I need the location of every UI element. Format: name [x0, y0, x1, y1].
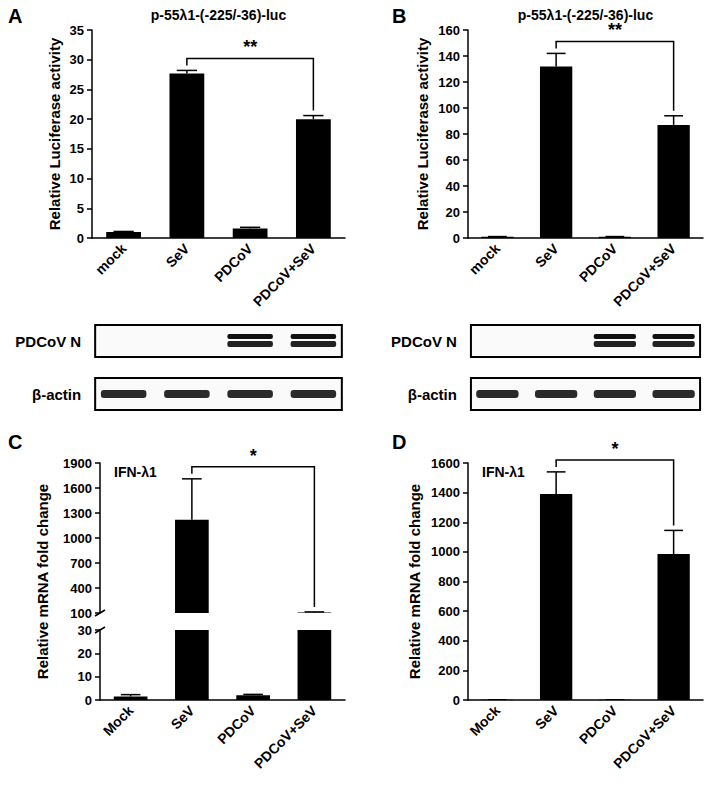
svg-text:1200: 1200 [431, 515, 460, 530]
svg-text:PDCoV+SeV: PDCoV+SeV [250, 240, 320, 310]
svg-text:A: A [8, 5, 22, 27]
svg-text:Relative mRNA fold change: Relative mRNA fold change [406, 484, 423, 679]
svg-text:100: 100 [438, 101, 460, 116]
svg-text:40: 40 [446, 179, 460, 194]
svg-text:700: 700 [70, 556, 92, 571]
svg-text:1000: 1000 [63, 531, 92, 546]
svg-text:SeV: SeV [168, 702, 198, 732]
svg-text:PDCoV+SeV: PDCoV+SeV [610, 702, 680, 772]
svg-text:20: 20 [70, 112, 84, 127]
svg-text:mock: mock [466, 240, 503, 277]
svg-text:60: 60 [446, 153, 460, 168]
svg-text:Mock: Mock [466, 702, 503, 739]
svg-text:1400: 1400 [431, 485, 460, 500]
svg-text:B: B [392, 5, 406, 27]
svg-text:1000: 1000 [431, 544, 460, 559]
svg-text:PDCoV: PDCoV [211, 240, 256, 285]
svg-text:0: 0 [85, 693, 92, 708]
svg-text:β-actin: β-actin [408, 386, 457, 403]
svg-text:1300: 1300 [63, 506, 92, 521]
svg-text:400: 400 [438, 633, 460, 648]
svg-text:120: 120 [438, 75, 460, 90]
svg-text:5: 5 [77, 201, 84, 216]
svg-text:p-55λ1-(-225/-36)-luc: p-55λ1-(-225/-36)-luc [518, 7, 654, 23]
svg-text:80: 80 [446, 127, 460, 142]
svg-text:*: * [611, 439, 618, 459]
svg-text:Relative Luciferase activity: Relative Luciferase activity [414, 37, 431, 230]
svg-text:D: D [392, 431, 406, 453]
svg-text:30: 30 [78, 623, 92, 638]
svg-text:p-55λ1-(-225/-36)-luc: p-55λ1-(-225/-36)-luc [151, 7, 287, 23]
svg-text:160: 160 [438, 23, 460, 38]
svg-text:15: 15 [70, 141, 84, 156]
svg-text:**: ** [608, 20, 622, 40]
svg-text:25: 25 [70, 82, 84, 97]
svg-text:PDCoV: PDCoV [576, 240, 621, 285]
svg-text:35: 35 [70, 23, 84, 38]
svg-text:**: ** [243, 37, 257, 57]
svg-text:SeV: SeV [163, 240, 193, 270]
svg-text:IFN-λ1: IFN-λ1 [482, 464, 525, 480]
svg-text:PDCoV+SeV: PDCoV+SeV [251, 702, 321, 772]
svg-text:SeV: SeV [532, 702, 562, 732]
svg-text:PDCoV: PDCoV [214, 702, 259, 747]
svg-text:1900: 1900 [63, 456, 92, 471]
svg-text:100: 100 [70, 606, 92, 621]
svg-text:0: 0 [453, 693, 460, 708]
svg-text:200: 200 [438, 663, 460, 678]
svg-text:PDCoV N: PDCoV N [391, 333, 457, 350]
svg-text:0: 0 [77, 231, 84, 246]
svg-text:PDCoV: PDCoV [576, 702, 621, 747]
svg-text:800: 800 [438, 574, 460, 589]
svg-text:IFN-λ1: IFN-λ1 [114, 464, 157, 480]
svg-text:400: 400 [70, 581, 92, 596]
svg-text:1600: 1600 [431, 456, 460, 471]
svg-text:1600: 1600 [63, 481, 92, 496]
svg-text:10: 10 [70, 171, 84, 186]
svg-text:β-actin: β-actin [32, 386, 81, 403]
svg-text:Relative Luciferase activity: Relative Luciferase activity [46, 37, 63, 230]
svg-text:30: 30 [70, 52, 84, 67]
svg-text:PDCoV N: PDCoV N [15, 333, 81, 350]
svg-text:20: 20 [446, 205, 460, 220]
svg-text:140: 140 [438, 49, 460, 64]
svg-text:600: 600 [438, 604, 460, 619]
svg-text:PDCoV+SeV: PDCoV+SeV [610, 240, 680, 310]
svg-text:mock: mock [92, 240, 129, 277]
svg-text:0: 0 [453, 231, 460, 246]
svg-text:C: C [8, 431, 22, 453]
svg-text:10: 10 [78, 669, 92, 684]
svg-text:*: * [250, 446, 257, 466]
svg-text:Mock: Mock [100, 702, 137, 739]
svg-text:SeV: SeV [532, 240, 562, 270]
svg-text:Relative mRNA fold change: Relative mRNA fold change [34, 484, 51, 679]
svg-text:20: 20 [78, 646, 92, 661]
